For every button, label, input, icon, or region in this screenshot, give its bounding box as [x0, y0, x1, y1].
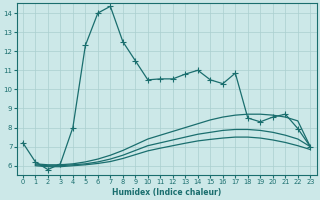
X-axis label: Humidex (Indice chaleur): Humidex (Indice chaleur)	[112, 188, 221, 197]
